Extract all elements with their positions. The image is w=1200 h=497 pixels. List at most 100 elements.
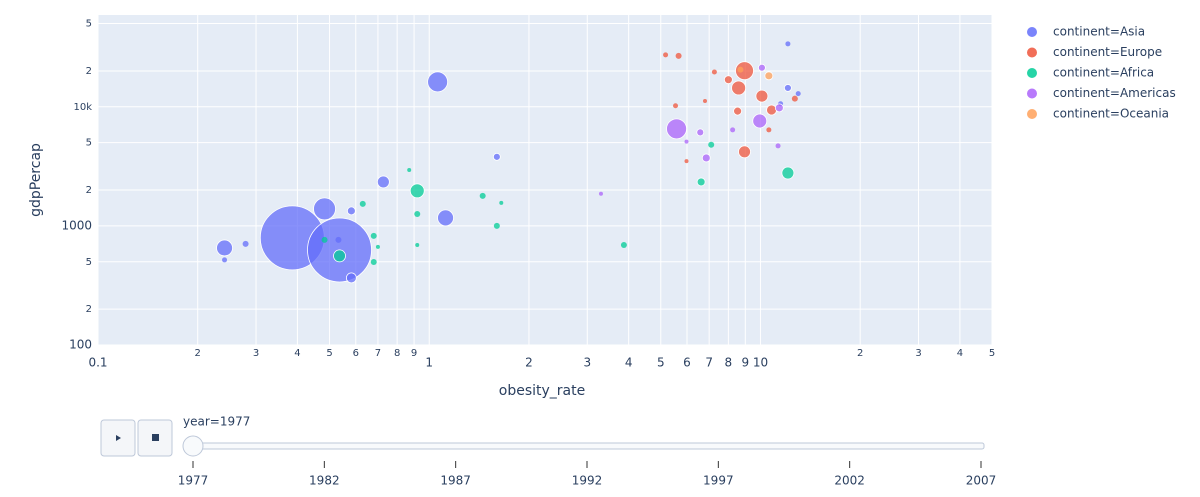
x-tick-label: 8 — [394, 348, 400, 359]
bubble — [675, 52, 682, 59]
x-tick-label: 1 — [425, 356, 433, 370]
slider-step-label: 1977 — [178, 474, 209, 488]
legend-marker — [1027, 109, 1037, 119]
bubble — [701, 153, 711, 163]
x-tick-label: 10 — [753, 356, 768, 370]
bubble — [702, 98, 707, 103]
legend-marker — [1027, 27, 1037, 37]
x-tick-label: 3 — [915, 348, 921, 359]
bubble — [375, 244, 380, 249]
slider-step-label: 2007 — [966, 474, 997, 488]
slider-track[interactable] — [189, 442, 985, 450]
bubble — [785, 41, 791, 47]
x-tick-label: 2 — [195, 348, 201, 359]
bubble — [666, 118, 687, 140]
slider-current-value: year=1977 — [183, 415, 250, 429]
bubble — [493, 222, 500, 229]
x-tick-label: 4 — [294, 348, 300, 359]
bubble — [755, 89, 769, 103]
slider-step-label: 1987 — [440, 474, 471, 488]
x-tick-label: 2 — [525, 356, 533, 370]
bubble — [764, 71, 774, 81]
x-tick-label: 4 — [957, 348, 963, 359]
bubble — [766, 104, 777, 116]
bubble — [731, 80, 747, 96]
plot-area — [98, 15, 992, 345]
bubble — [370, 258, 377, 265]
bubble — [499, 200, 504, 205]
y-tick-label: 100 — [69, 338, 92, 352]
bubble — [791, 95, 798, 102]
y-tick-label: 1000 — [61, 218, 92, 232]
bubble — [415, 242, 420, 247]
x-tick-label: 8 — [725, 356, 733, 370]
bubble — [735, 61, 754, 81]
bubble — [673, 103, 679, 109]
bubble — [684, 159, 689, 164]
x-tick-label: 2 — [857, 348, 863, 359]
x-tick-label: 5 — [326, 348, 332, 359]
bubble — [733, 106, 743, 116]
slider-handle[interactable] — [182, 435, 204, 457]
bubble — [752, 113, 768, 129]
bubble — [663, 52, 669, 58]
stop-button[interactable] — [137, 419, 173, 457]
bubble — [414, 210, 421, 217]
bubble — [783, 84, 792, 92]
x-tick-label: 5 — [989, 348, 995, 359]
x-tick-label: 6 — [353, 348, 359, 359]
bubble — [738, 145, 751, 159]
bubble — [359, 200, 366, 207]
x-tick-label: 4 — [625, 356, 633, 370]
legend-label: continent=Africa — [1053, 66, 1154, 80]
bubble — [335, 236, 342, 243]
bubble — [370, 232, 377, 239]
bubble — [696, 177, 706, 187]
legend-label: continent=Oceania — [1053, 107, 1169, 121]
ticks: 0.12 3 4 5 6 7 8 91 2 3 4 5 6 7 8 9 102 3 4 51002510002510k… — [61, 19, 995, 370]
bubble — [774, 103, 784, 113]
bubble — [242, 240, 249, 247]
x-tick-label: 7 — [375, 348, 381, 359]
bubble — [427, 71, 449, 93]
bubble — [723, 75, 733, 85]
legend: continent=Asia continent=Europe continent=… — [1027, 25, 1176, 121]
bubble — [437, 209, 454, 227]
y-tick-label: 5 — [86, 138, 92, 149]
bubble — [346, 206, 356, 216]
bubble — [795, 91, 801, 97]
bubble — [492, 152, 501, 161]
bubble — [696, 128, 705, 137]
x-tick-label: 5 — [657, 356, 665, 370]
slider-steps: 1977 1982 1987 1992 1997 2002 2007 — [178, 461, 997, 488]
x-tick-label: 3 — [583, 356, 591, 370]
bubble — [775, 143, 781, 149]
bubble — [730, 127, 736, 133]
bubble — [376, 175, 390, 189]
bubble — [216, 239, 233, 257]
grid — [97, 15, 993, 346]
bubble — [758, 63, 766, 72]
bubble — [737, 66, 744, 73]
slider-step-label: 1992 — [572, 474, 603, 488]
legend-marker — [1027, 68, 1037, 78]
legend-label: continent=Americas — [1053, 86, 1176, 100]
play-button[interactable] — [100, 419, 136, 457]
slider-step-label: 2002 — [834, 474, 865, 488]
x-tick-label: 6 — [683, 356, 691, 370]
bubble — [711, 69, 717, 75]
slider-step-label: 1997 — [703, 474, 734, 488]
y-tick-label: 5 — [86, 257, 92, 268]
legend-marker — [1027, 47, 1037, 58]
slider-step-label: 1982 — [309, 474, 340, 488]
legend-label: continent=Asia — [1053, 25, 1145, 39]
x-axis-title: obesity_rate — [499, 383, 585, 399]
legend-marker — [1027, 88, 1037, 99]
x-tick-label: 7 — [705, 356, 713, 370]
bubble — [598, 191, 603, 196]
marks — [216, 41, 801, 284]
bubble — [409, 183, 425, 199]
bubble — [407, 167, 412, 172]
bubble — [708, 141, 715, 148]
